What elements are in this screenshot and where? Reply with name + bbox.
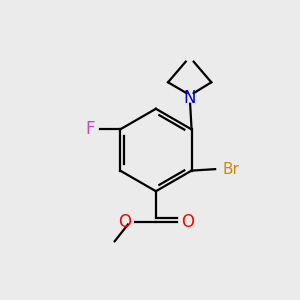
- Text: O: O: [118, 213, 131, 231]
- Text: Br: Br: [223, 162, 239, 177]
- Text: N: N: [184, 89, 197, 107]
- Text: O: O: [181, 213, 194, 231]
- Text: F: F: [86, 120, 95, 138]
